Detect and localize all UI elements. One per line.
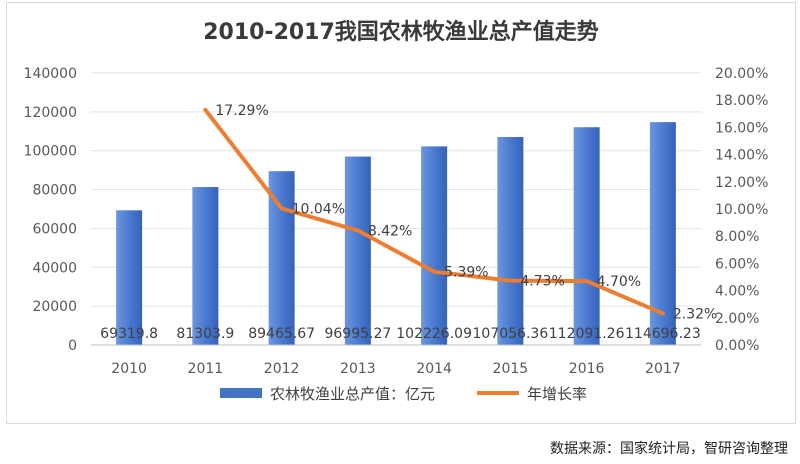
- line-layer: [203, 107, 665, 316]
- growth-rate-label: 2.32%: [673, 306, 717, 322]
- y-left-tick-label: 120000: [24, 105, 77, 121]
- bar-value-label: 114696.23: [625, 326, 701, 342]
- growth-rate-label: 8.42%: [368, 223, 412, 239]
- y-right-tick-label: 14.00%: [715, 148, 768, 164]
- bar: [344, 156, 371, 345]
- x-tick-label: 2013: [340, 361, 376, 377]
- y-right-tick-label: 18.00%: [715, 93, 768, 109]
- y-left-tick-label: 140000: [24, 66, 77, 82]
- growth-rate-point: [203, 107, 208, 112]
- bar: [421, 146, 448, 345]
- legend-line-label: 年增长率: [527, 385, 587, 403]
- growth-rate-label: 4.73%: [520, 274, 564, 290]
- y-right-tick-label: 4.00%: [715, 284, 759, 300]
- legend-bar-label: 农林牧渔业总产值：亿元: [270, 385, 435, 403]
- y-right-tick-label: 2.00%: [715, 311, 759, 327]
- bar-value-label: 81303.9: [176, 326, 234, 342]
- x-tick-label: 2010: [111, 361, 147, 377]
- growth-rate-point: [279, 206, 284, 211]
- bar-value-label: 69319.8: [100, 326, 158, 342]
- bar-value-label: 107056.36: [473, 326, 549, 342]
- y-left-tick-label: 20000: [32, 299, 77, 315]
- chart-svg: 2010-2017我国农林牧渔业总产值走势 0 20000 40000 60000 80…: [24, 19, 769, 403]
- label-layer: 69319.8 81303.9 89465.67 96995.27 102226.09 1…: [100, 103, 717, 342]
- x-tick-label: 2011: [188, 361, 224, 377]
- y-right-tick-label: 0.00%: [715, 338, 759, 354]
- y-left-tick-label: 100000: [24, 144, 77, 160]
- x-tick-label: 2014: [416, 361, 452, 377]
- growth-rate-point: [660, 311, 665, 316]
- y-left-tick-label: 40000: [32, 260, 77, 276]
- bar: [573, 127, 600, 346]
- y-right-tick-label: 16.00%: [715, 120, 768, 136]
- growth-rate-label: 5.39%: [444, 265, 488, 281]
- bar: [497, 137, 524, 345]
- x-tick-label: 2017: [645, 361, 681, 377]
- y-right-tick-label: 10.00%: [715, 202, 768, 218]
- y-left-tick-label: 0: [68, 338, 77, 354]
- bar-value-label: 89465.67: [248, 326, 315, 342]
- grid-layer: [91, 72, 701, 346]
- axis-layer: 0 20000 40000 60000 80000 100000 120000 140000 0…: [24, 66, 769, 377]
- growth-rate-point: [432, 269, 437, 274]
- y-right-tick-label: 20.00%: [715, 66, 768, 82]
- bar-value-label: 102226.09: [396, 326, 472, 342]
- y-left-tick-label: 60000: [32, 221, 77, 237]
- growth-rate-label: 17.29%: [215, 103, 268, 119]
- bar-layer: [116, 122, 676, 346]
- y-right-tick-label: 12.00%: [715, 175, 768, 191]
- growth-rate-label: 4.70%: [597, 274, 641, 290]
- legend-bar-swatch: [220, 388, 262, 398]
- bar: [192, 187, 219, 345]
- growth-rate-point: [508, 278, 513, 283]
- growth-rate-point: [584, 279, 589, 284]
- growth-rate-label: 10.04%: [292, 201, 345, 217]
- x-tick-label: 2016: [569, 361, 605, 377]
- bar-value-label: 96995.27: [324, 326, 391, 342]
- y-left-tick-label: 80000: [32, 183, 77, 199]
- chart-frame: 2010-2017我国农林牧渔业总产值走势 0 20000 40000 60000 80…: [6, 2, 796, 424]
- growth-rate-point: [355, 228, 360, 233]
- x-tick-label: 2015: [493, 361, 529, 377]
- y-right-tick-label: 8.00%: [715, 229, 759, 245]
- y-right-tick-label: 6.00%: [715, 256, 759, 272]
- legend: 农林牧渔业总产值：亿元 年增长率: [220, 385, 587, 403]
- bar-value-label: 112091.26: [549, 326, 625, 342]
- bar: [116, 210, 143, 345]
- chart-title: 2010-2017我国农林牧渔业总产值走势: [203, 19, 599, 45]
- source-note: 数据来源：国家统计局，智研咨询整理: [550, 441, 788, 457]
- x-tick-label: 2012: [264, 361, 300, 377]
